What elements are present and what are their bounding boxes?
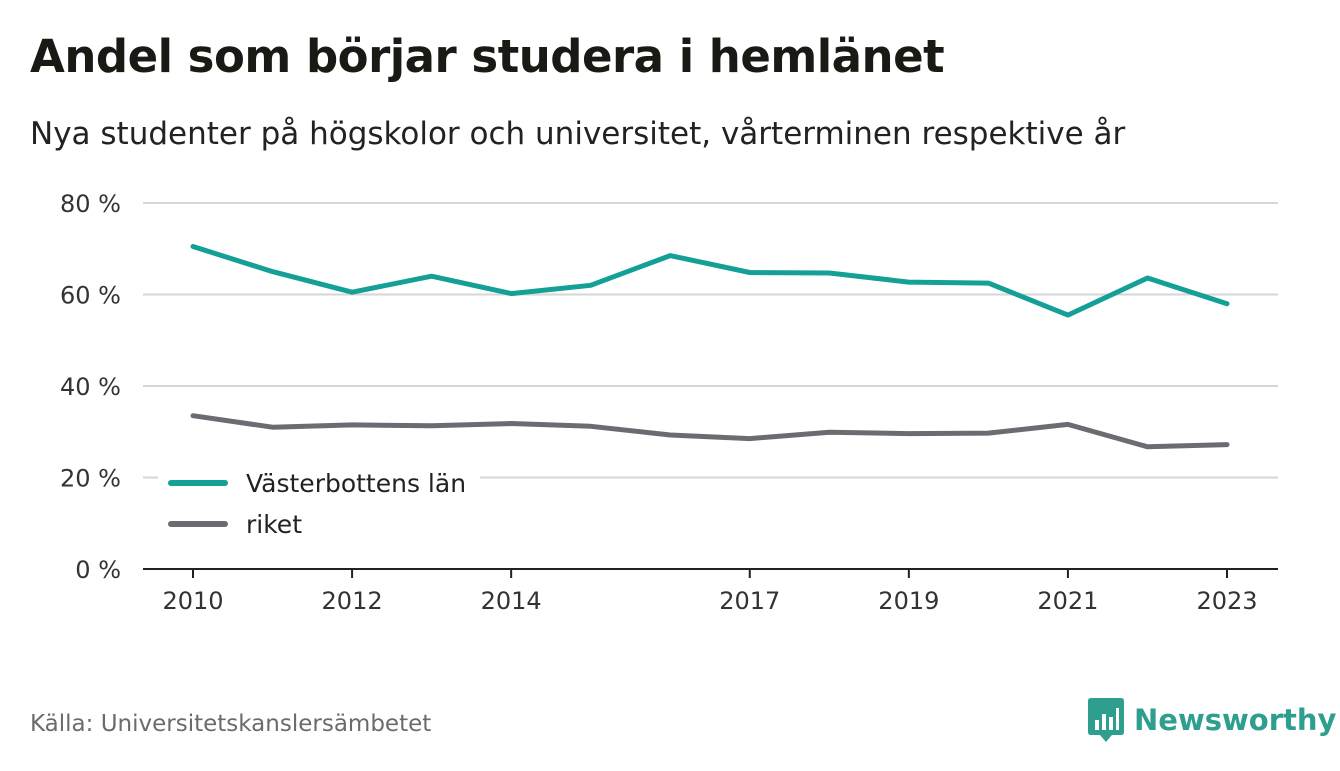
x-tick-label: 2019 bbox=[878, 587, 939, 615]
source-note: Källa: Universitetskanslersämbetet bbox=[30, 711, 432, 737]
x-tick-label: 2010 bbox=[162, 587, 223, 615]
chart-subtitle: Nya studenter på högskolor och universit… bbox=[30, 116, 1126, 152]
x-tick-label: 2014 bbox=[481, 587, 542, 615]
x-axis: 2010 2012 2014 2017 2019 2021 2023 bbox=[143, 568, 1278, 615]
series-lines bbox=[190, 244, 1230, 450]
y-tick-label: 20 % bbox=[60, 465, 121, 493]
legend-label-2: riket bbox=[246, 510, 302, 539]
series-line-2 bbox=[190, 413, 1230, 450]
x-tick-label: 2021 bbox=[1037, 587, 1098, 615]
x-tick-label: 2017 bbox=[719, 587, 780, 615]
y-tick-label: 0 % bbox=[75, 556, 121, 584]
x-tick-label: 2023 bbox=[1196, 587, 1257, 615]
y-tick-label: 60 % bbox=[60, 282, 121, 310]
y-axis-tick-labels: 0 % 20 % 40 % 60 % 80 % bbox=[60, 190, 121, 584]
chart-title: Andel som börjar studera i hemlänet bbox=[30, 30, 945, 83]
brand-logo: Newsworthy bbox=[1088, 697, 1336, 743]
legend-label-1: Västerbottens län bbox=[246, 469, 466, 498]
legend-background bbox=[158, 456, 480, 496]
x-tick-label: 2012 bbox=[322, 587, 383, 615]
legend-background bbox=[158, 497, 480, 537]
y-tick-label: 40 % bbox=[60, 373, 121, 401]
brand-name: Newsworthy bbox=[1134, 703, 1337, 737]
series-line-1 bbox=[190, 244, 1230, 318]
y-tick-label: 80 % bbox=[60, 190, 121, 218]
bar-chart-speech-bubble-icon bbox=[1088, 698, 1124, 742]
legend: Västerbottens län riket bbox=[158, 456, 480, 539]
